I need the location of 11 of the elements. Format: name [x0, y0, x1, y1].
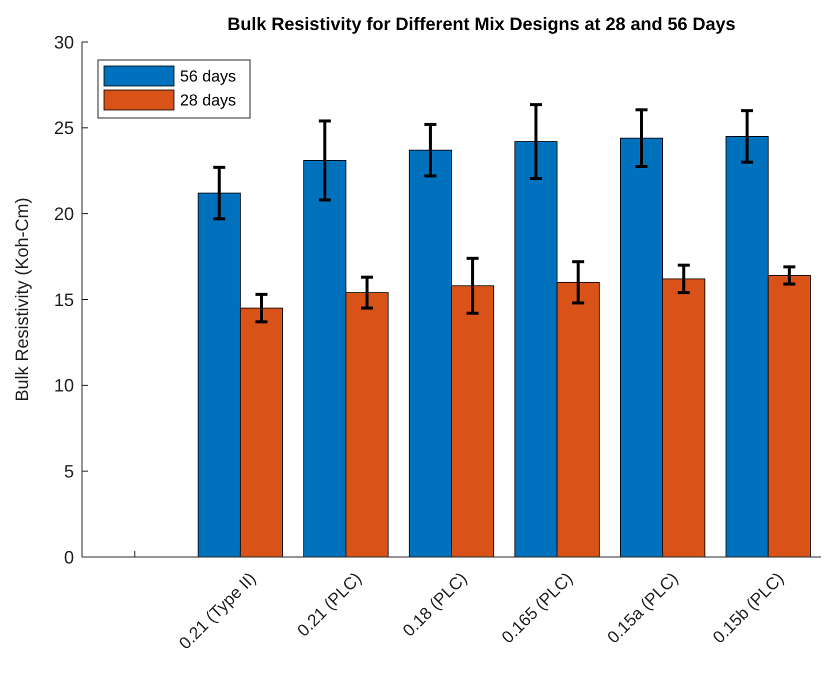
y-tick-label: 15	[54, 290, 74, 310]
legend-label: 28 days	[180, 92, 236, 110]
y-tick-label: 20	[54, 204, 74, 224]
y-tick-label: 10	[54, 376, 74, 396]
y-tick-label: 30	[54, 32, 74, 52]
y-tick-label: 0	[64, 547, 74, 568]
chart-title: Bulk Resistivity for Different Mix Designs at 28 and 56 Days	[227, 14, 736, 34]
y-tick-label: 25	[54, 118, 74, 138]
legend-label: 56 days	[180, 68, 236, 86]
y-axis-title: Bulk Resistivity (Koh-Cm)	[12, 197, 32, 402]
y-tick-label: 5	[64, 461, 74, 482]
